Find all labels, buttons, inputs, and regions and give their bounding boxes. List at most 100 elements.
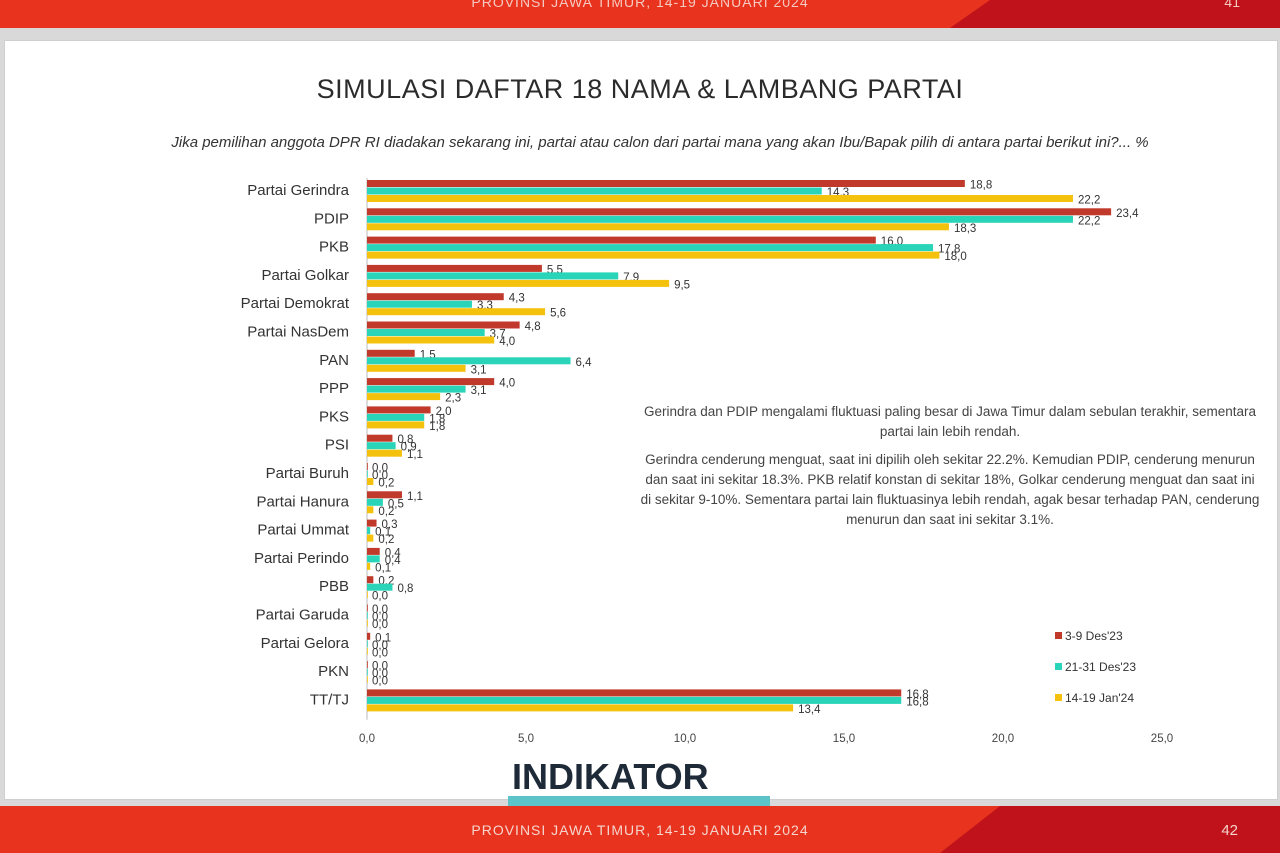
data-label: 0,0 [372,661,388,673]
data-label: 3,1 [471,385,487,397]
indikator-logo: INDIKATOR [508,756,772,810]
data-label: 1,1 [407,449,423,461]
data-label: 4,3 [509,293,525,305]
data-label: 0,2 [378,534,394,546]
legend-swatch-3 [1055,694,1062,701]
chart-title: SIMULASI DAFTAR 18 NAMA & LAMBANG PARTAI [316,74,964,104]
header-page-number: 41 [1224,0,1240,10]
data-label: 0,2 [378,506,394,518]
bar [367,180,965,187]
legend-label-2: 21-31 Des'23 [1065,659,1137,674]
bar [367,704,794,712]
data-label: 18,8 [970,180,992,192]
category-label: PKS [319,408,349,425]
data-label: 0,0 [372,463,388,475]
bar [367,661,368,669]
legend-item-3: 14-19 Jan'24 [1055,682,1136,713]
data-label: 23,4 [1116,208,1139,220]
data-label: 13,4 [798,704,821,716]
bar [367,506,374,514]
bar [367,308,546,316]
data-label: 0,1 [375,527,391,539]
bar [367,449,402,457]
x-tick-label: 10,0 [674,733,696,745]
note-2: Gerindra cenderung menguat, saat ini dip… [640,452,1260,527]
data-label: 17,8 [938,244,960,256]
category-label: PSI [325,437,349,454]
legend-item-1: 3-9 Des'23 [1055,620,1136,651]
data-label: 4,0 [499,378,515,390]
bar [367,689,902,697]
data-label: 0,0 [372,604,388,616]
bar [367,498,383,506]
data-label: 0,3 [382,519,398,531]
bar [367,421,425,429]
data-label: 4,0 [499,336,515,348]
bar [367,236,876,244]
data-label: 18,3 [954,223,976,235]
legend-swatch-2 [1055,663,1062,670]
data-label: 0,5 [388,498,404,510]
data-label: 1,8 [429,421,445,433]
header-accent [950,0,1280,28]
legend-label-3: 14-19 Jan'24 [1065,690,1135,705]
bar [367,576,374,584]
bar [367,668,368,676]
logo-text: INDIKATOR [512,756,709,797]
category-label: Partai Perindo [254,550,349,567]
footer-accent [940,806,1280,853]
bar [367,385,466,393]
bar [367,547,380,555]
data-label: 18,0 [944,251,966,263]
data-label: 0,0 [372,619,388,631]
bar [367,640,368,648]
data-label: 0,0 [372,612,388,624]
legend-label-1: 3-9 Des'23 [1065,628,1123,643]
bar [367,463,368,470]
header-text: PROVINSI JAWA TIMUR, 14-19 JANUARI 2024 [471,0,809,10]
x-tick-label: 20,0 [992,733,1014,745]
data-label: 1,8 [429,413,445,425]
bar [367,272,619,280]
data-label: 9,5 [674,279,690,291]
category-label: PAN [319,352,349,369]
data-label: 0,8 [397,434,413,446]
data-label: 0,0 [372,676,388,688]
category-label: PKN [318,663,349,680]
chart-subtitle: Jika pemilihan anggota DPR RI diadakan s… [171,134,1149,151]
bar [367,534,374,542]
data-label: 0,0 [372,668,388,680]
bar [367,321,520,329]
bar [367,378,495,386]
data-label: 0,1 [375,632,391,644]
bar [367,696,902,704]
bar [367,208,1112,216]
bar [367,470,368,478]
category-label: Partai Gerindra [247,182,349,199]
legend-item-2: 21-31 Des'23 [1055,651,1136,682]
x-tick-label: 5,0 [518,733,534,745]
bar [367,364,466,372]
bar [367,264,542,272]
bar [367,279,670,287]
bar [367,442,396,450]
bar [367,491,402,499]
data-label: 22,2 [1078,215,1100,227]
data-label: 2,0 [436,406,452,418]
category-label: Partai NasDem [247,324,349,341]
data-label: 0,2 [378,478,394,490]
bar [367,187,822,195]
category-label: TT/TJ [310,691,349,708]
bar [367,527,371,535]
category-label: Partai Golkar [261,267,349,284]
bar [367,591,368,599]
data-label: 22,2 [1078,195,1100,207]
bar [367,478,374,485]
category-label: PKB [319,239,349,256]
category-label: Partai Garuda [256,607,350,624]
category-label: Partai Gelora [261,635,350,652]
bar [367,619,368,627]
bar [367,349,415,357]
bar [367,413,425,421]
data-label: 0,0 [372,591,388,603]
